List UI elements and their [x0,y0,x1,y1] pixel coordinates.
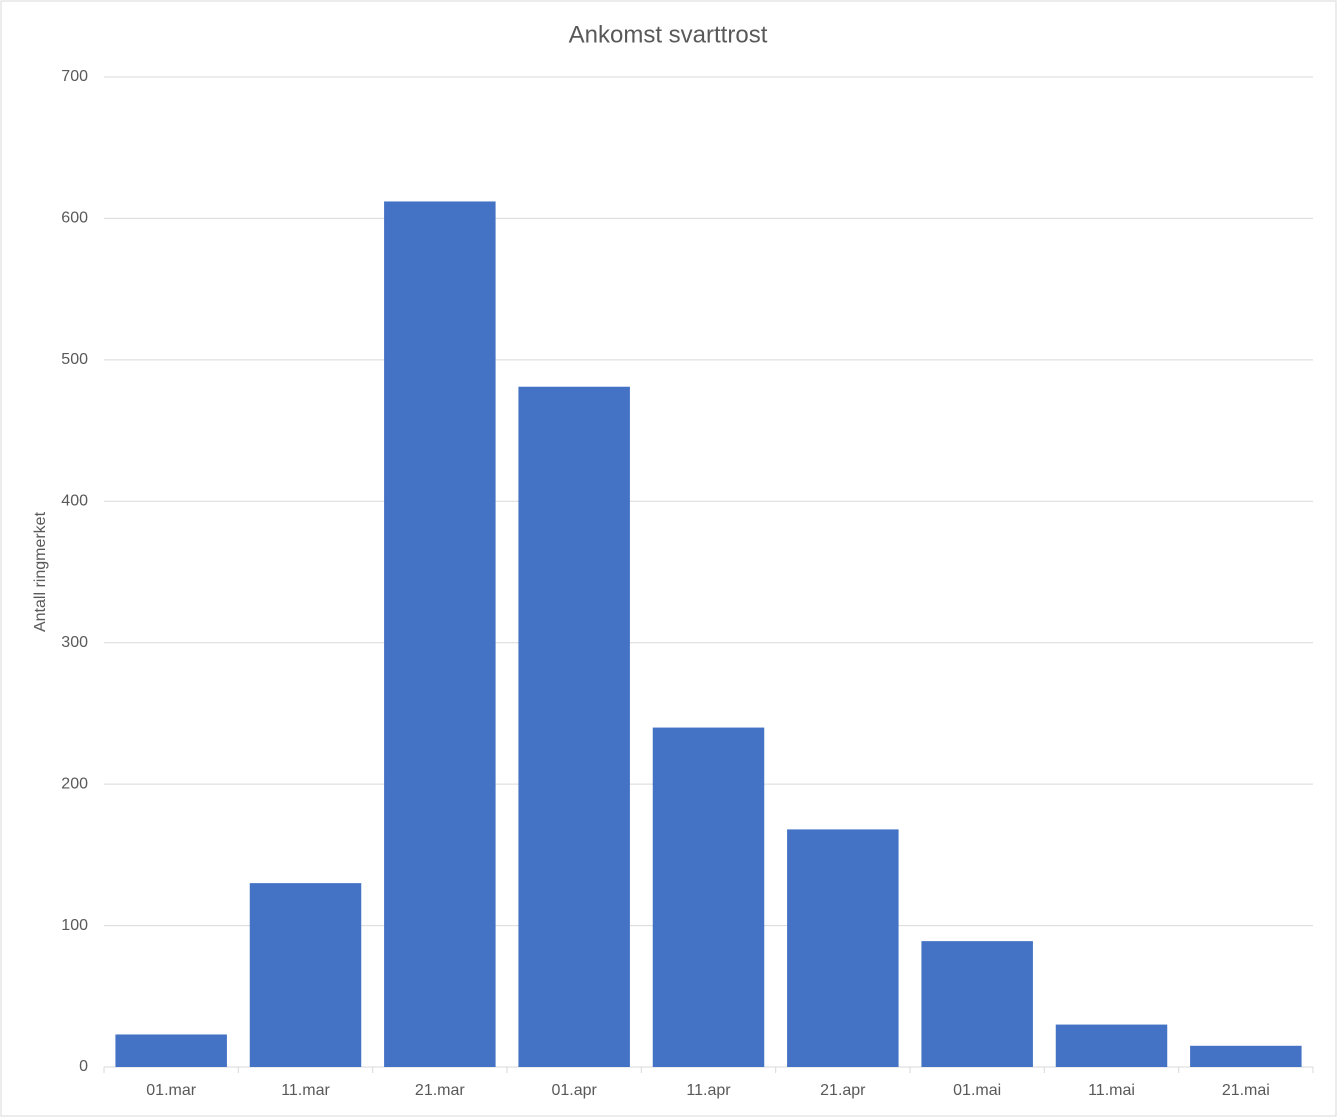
x-tick-label: 21.mar [415,1082,465,1099]
chart-title: Ankomst svarttrost [569,21,768,48]
x-tick-label: 21.apr [820,1082,866,1099]
y-tick-label: 700 [61,68,88,85]
bar [518,386,630,1067]
bar [787,829,899,1067]
bar [384,201,496,1067]
y-tick-label: 500 [61,351,88,368]
x-tick-label: 01.apr [551,1082,597,1099]
x-tick-label: 01.mai [953,1082,1001,1099]
x-tick-label: 21.mai [1222,1082,1270,1099]
y-tick-label: 200 [61,775,88,792]
bar [249,883,362,1067]
y-tick-label: 300 [61,634,88,651]
bar [115,1034,227,1067]
bar [1190,1045,1302,1067]
y-tick-label: 600 [61,210,88,227]
bar [652,727,765,1067]
x-tick-label: 01.mar [146,1082,196,1099]
y-axis-label: Antall ringmerket [32,511,49,632]
y-tick-label: 400 [61,493,88,510]
x-tick-label: 11.mar [281,1082,330,1099]
x-tick-label: 11.apr [686,1082,731,1099]
x-tick-label: 11.mai [1088,1082,1135,1099]
bar [921,941,1033,1067]
bar [1055,1024,1168,1067]
y-tick-label: 100 [61,917,88,934]
y-tick-label: 0 [79,1058,88,1075]
